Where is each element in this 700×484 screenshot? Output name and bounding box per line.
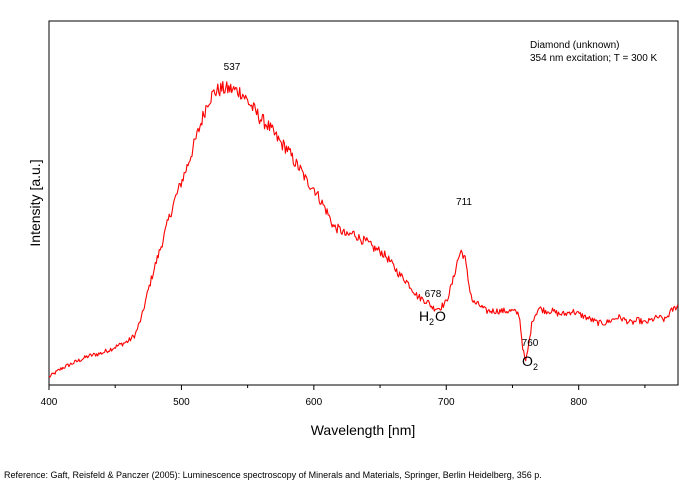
h2o-subscript: 2: [429, 317, 434, 327]
x-ticks: 400 500 600 700 800: [41, 385, 646, 408]
annotation-dip-678: 678: [425, 289, 442, 300]
reference-text: Reference: Gaft, Reisfeld & Panczer (200…: [4, 470, 542, 480]
x-tick-label: 500: [173, 397, 190, 408]
x-axis-label: Wavelength [nm]: [311, 422, 416, 438]
o2-subscript: 2: [533, 362, 538, 372]
h2o-o: O: [435, 308, 446, 324]
h2o-label: H 2 O: [419, 308, 446, 327]
o2-label: O 2: [522, 353, 538, 372]
info-line-2: 354 nm excitation; T = 300 K: [530, 53, 658, 64]
x-tick-label: 600: [305, 397, 322, 408]
x-tick-label: 800: [570, 397, 587, 408]
o2-o: O: [522, 353, 533, 369]
x-tick-label: 400: [41, 397, 58, 408]
plot-frame: [48, 20, 679, 386]
h2o-h: H: [419, 308, 429, 324]
x-tick-label: 700: [438, 397, 455, 408]
series-line: [48, 81, 679, 378]
annotation-dip-760: 760: [522, 338, 539, 349]
annotation-peak-537: 537: [224, 62, 241, 73]
y-axis-label: Intensity [a.u.]: [27, 159, 43, 246]
spectrum-chart: 400 500 600 700 800 Wavelength [nm] Intensit…: [27, 20, 679, 438]
annotation-peak-711: 711: [456, 197, 472, 208]
info-line-1: Diamond (unknown): [530, 40, 620, 51]
